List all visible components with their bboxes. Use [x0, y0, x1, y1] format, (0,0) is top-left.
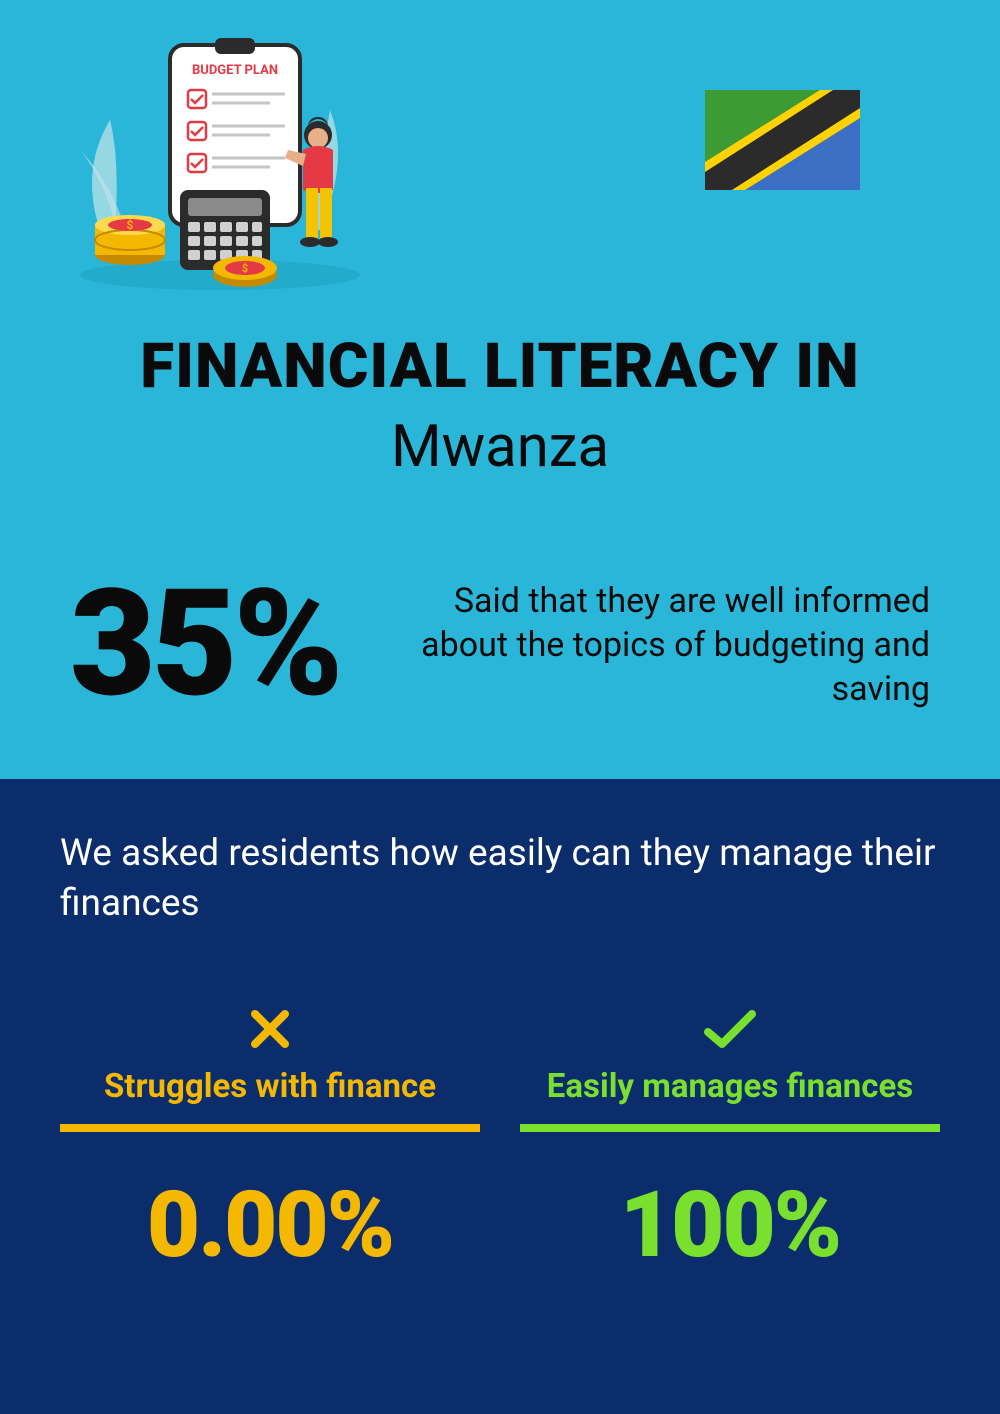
cross-icon	[60, 999, 480, 1059]
stat-value: 35%	[70, 571, 339, 719]
struggles-divider	[60, 1124, 480, 1132]
manages-divider	[520, 1124, 940, 1132]
manages-label: Easily manages finances	[520, 1067, 940, 1106]
infographic-page: BUDGET PLAN	[0, 0, 1000, 1414]
title-line2: Mwanza	[60, 413, 940, 481]
struggles-column: Struggles with finance 0.00%	[60, 999, 480, 1279]
struggles-value: 0.00%	[60, 1172, 480, 1279]
compare-row: Struggles with finance 0.00% Easily mana…	[60, 999, 940, 1279]
question-text: We asked residents how easily can they m…	[60, 829, 940, 929]
svg-text:$: $	[127, 218, 134, 232]
budget-illustration: BUDGET PLAN	[60, 30, 380, 290]
stat-row: 35% Said that they are well informed abo…	[60, 571, 940, 719]
header-row: BUDGET PLAN	[60, 30, 940, 290]
struggles-label: Struggles with finance	[60, 1067, 480, 1106]
title-line1: FINANCIAL LITERACY IN	[60, 330, 940, 403]
top-section: BUDGET PLAN	[0, 0, 1000, 779]
title-block: FINANCIAL LITERACY IN Mwanza	[60, 330, 940, 481]
tanzania-flag-icon	[705, 90, 860, 190]
check-icon	[520, 999, 940, 1059]
manages-column: Easily manages finances 100%	[520, 999, 940, 1279]
bottom-section: We asked residents how easily can they m…	[0, 779, 1000, 1414]
stat-description: Said that they are well informed about t…	[369, 579, 930, 712]
clipboard-title: BUDGET PLAN	[192, 63, 278, 78]
svg-text:$: $	[242, 262, 248, 275]
manages-value: 100%	[520, 1172, 940, 1279]
